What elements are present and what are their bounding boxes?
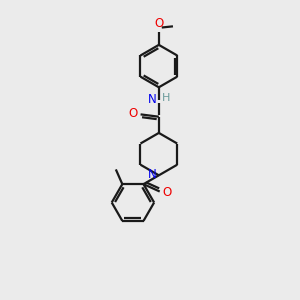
Text: N: N xyxy=(148,93,157,106)
Text: N: N xyxy=(148,168,157,181)
Text: O: O xyxy=(154,17,164,30)
Text: H: H xyxy=(162,94,170,103)
Text: O: O xyxy=(163,186,172,199)
Text: O: O xyxy=(128,107,138,120)
